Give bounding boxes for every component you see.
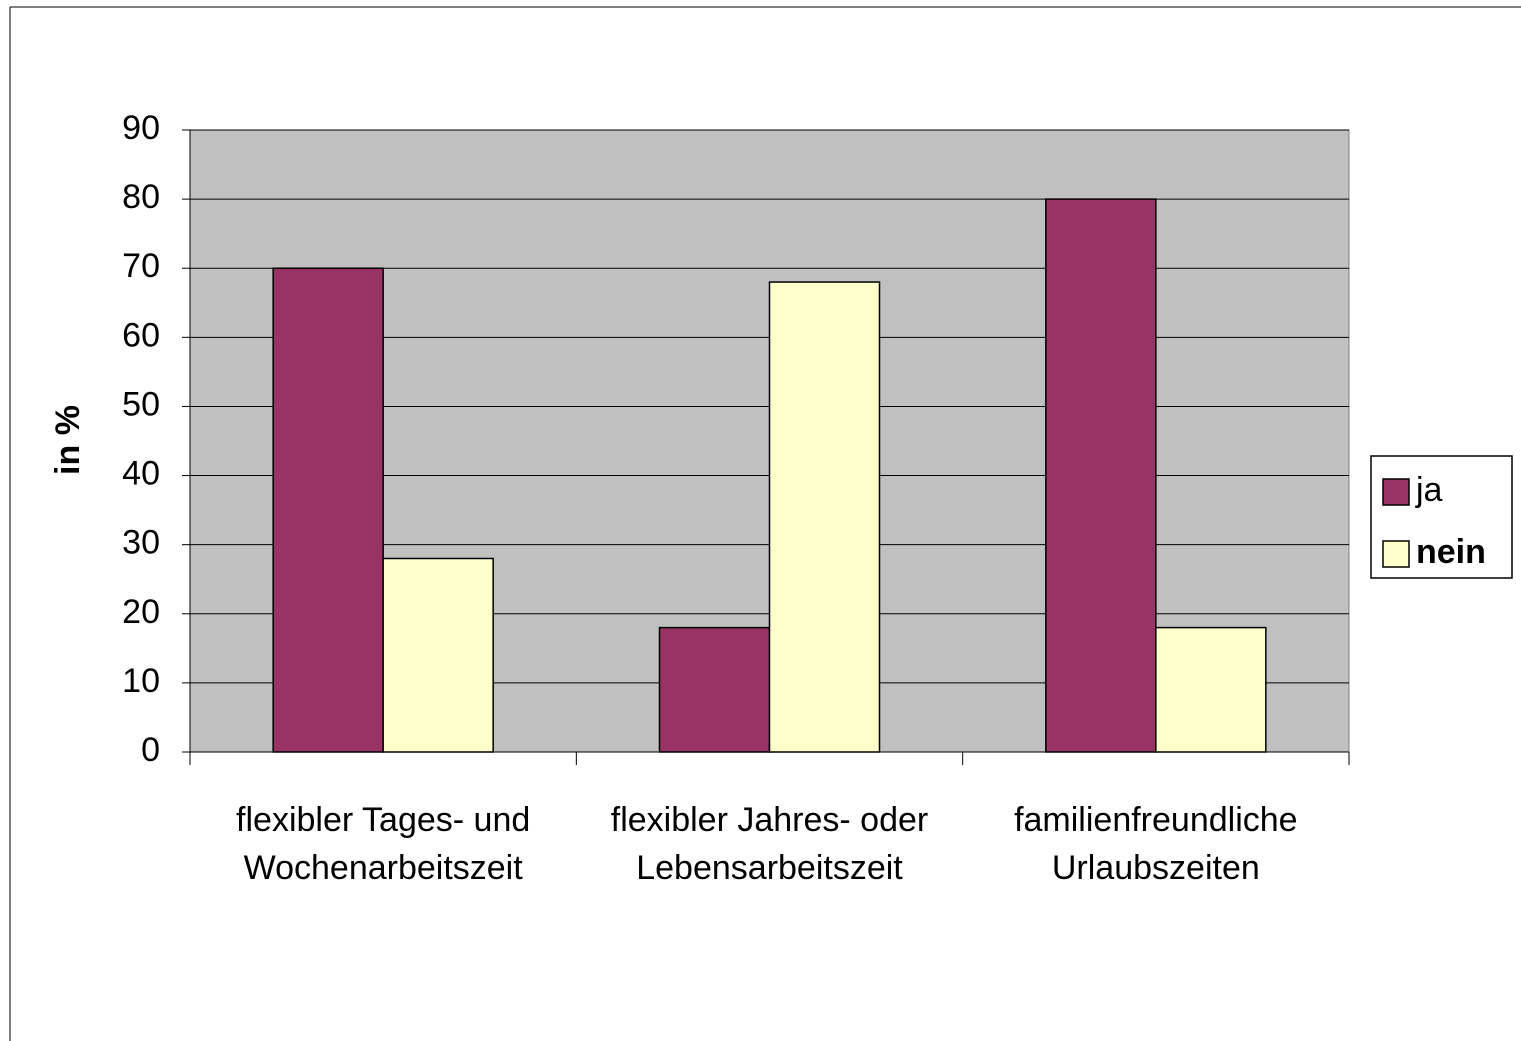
x-tick-label: familienfreundliche Urlaubszeiten bbox=[1014, 801, 1298, 887]
y-tick-label: 90 bbox=[122, 109, 160, 147]
legend-swatch bbox=[1382, 540, 1410, 568]
y-tick-label: 50 bbox=[122, 385, 160, 423]
bar bbox=[1155, 626, 1267, 753]
y-tick-label: 0 bbox=[141, 731, 160, 769]
x-tick-label: flexibler Tages- und Wochenarbeitszeit bbox=[236, 801, 531, 887]
y-tick-label: 60 bbox=[122, 316, 160, 354]
y-tick-label: 80 bbox=[122, 178, 160, 216]
y-tick-label: 20 bbox=[122, 593, 160, 631]
bar bbox=[272, 267, 384, 753]
legend-label: ja bbox=[1415, 471, 1443, 509]
y-axis-label: in % bbox=[49, 405, 87, 475]
y-tick-label: 10 bbox=[122, 662, 160, 700]
y-tick-label: 40 bbox=[122, 455, 160, 493]
bar bbox=[658, 626, 771, 753]
x-tick-label: flexibler Jahres- oder Lebensarbeitszeit bbox=[610, 801, 929, 887]
y-tick-label: 70 bbox=[122, 247, 160, 285]
legend-label: nein bbox=[1416, 533, 1486, 571]
bar bbox=[768, 281, 881, 753]
bar bbox=[1045, 198, 1157, 753]
legend-swatch bbox=[1382, 478, 1410, 506]
bar bbox=[382, 557, 494, 753]
y-tick-label: 30 bbox=[122, 524, 160, 562]
